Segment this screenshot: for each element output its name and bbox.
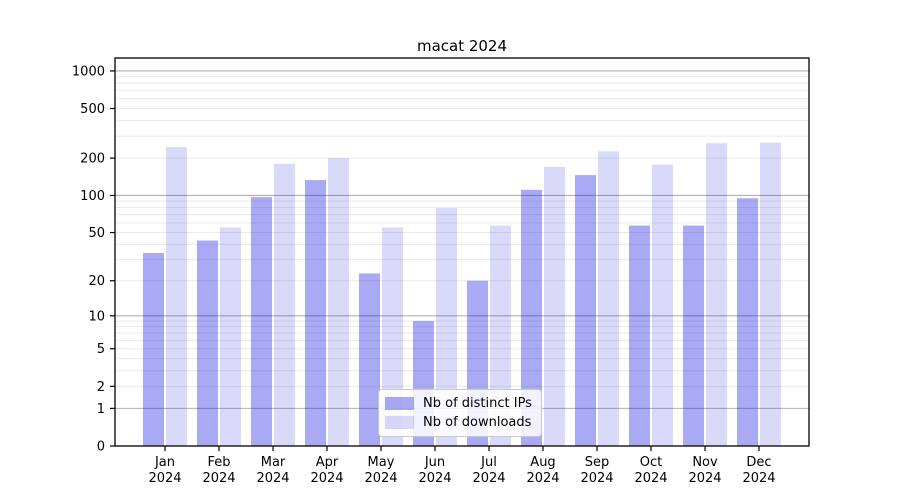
legend-swatch-downloads [385, 416, 414, 429]
y-tick-label: 500 [80, 102, 105, 117]
y-tick-label: 50 [88, 226, 105, 241]
bar-distinct-ips-jan-2024 [143, 252, 164, 446]
x-tick-label-year: 2024 [364, 471, 397, 486]
x-tick-label-month: Nov [692, 455, 718, 470]
legend-label-distinct-ips: Nb of distinct IPs [423, 396, 532, 411]
x-tick-label-month: Mar [261, 455, 286, 470]
x-tick-label-month: Dec [746, 455, 771, 470]
x-tick-label-month: Jul [480, 455, 497, 470]
x-tick-label-month: Oct [640, 455, 662, 470]
x-tick-label-year: 2024 [580, 471, 613, 486]
bar-downloads-apr-2024 [328, 158, 349, 446]
bar-downloads-dec-2024 [760, 142, 781, 446]
legend: Nb of distinct IPs Nb of downloads [378, 389, 542, 437]
bar-downloads-aug-2024 [544, 166, 565, 446]
bar-distinct-ips-dec-2024 [737, 198, 758, 446]
y-tick-label: 1 [97, 402, 105, 417]
x-tick-label-month: Feb [207, 455, 230, 470]
bar-distinct-ips-apr-2024 [305, 180, 326, 447]
y-tick-label: 1000 [72, 64, 105, 79]
legend-item-distinct-ips: Nb of distinct IPs [385, 396, 533, 411]
legend-label-downloads: Nb of downloads [423, 415, 532, 430]
axes-border [114, 57, 810, 447]
x-tick-label-year: 2024 [148, 471, 181, 486]
legend-swatch-distinct-ips [385, 397, 414, 410]
chart-title: macat 2024 [416, 37, 508, 55]
y-tick-label: 20 [88, 274, 105, 289]
bar-downloads-sep-2024 [598, 151, 619, 446]
y-tick-label: 10 [88, 309, 105, 324]
x-tick-label-month: Apr [316, 455, 339, 470]
bar-downloads-feb-2024 [220, 227, 241, 446]
x-tick-label-year: 2024 [526, 471, 559, 486]
x-tick-label-month: May [368, 455, 395, 470]
x-tick-label-month: Sep [585, 455, 610, 470]
x-tick-label-month: Jan [154, 455, 175, 470]
y-tick-label: 200 [80, 152, 105, 167]
bar-distinct-ips-sep-2024 [575, 175, 596, 446]
x-tick-label-year: 2024 [418, 471, 451, 486]
bar-distinct-ips-feb-2024 [197, 240, 218, 446]
x-tick-label-year: 2024 [634, 471, 667, 486]
bar-distinct-ips-aug-2024 [521, 189, 542, 446]
bar-downloads-jan-2024 [166, 147, 187, 446]
x-tick-label-year: 2024 [256, 471, 289, 486]
x-tick-label-month: Jun [424, 455, 445, 470]
bar-distinct-ips-nov-2024 [683, 225, 704, 446]
x-tick-label-year: 2024 [472, 471, 505, 486]
bar-downloads-nov-2024 [706, 143, 727, 447]
x-tick-label-year: 2024 [742, 471, 775, 486]
bar-downloads-mar-2024 [274, 163, 295, 447]
legend-item-downloads: Nb of downloads [385, 415, 533, 430]
x-tick-label-month: Aug [530, 455, 555, 470]
y-tick-label: 5 [97, 342, 105, 357]
x-tick-label-year: 2024 [688, 471, 721, 486]
bar-downloads-oct-2024 [652, 164, 673, 446]
y-tick-label: 0 [97, 440, 105, 455]
x-tick-label-year: 2024 [202, 471, 235, 486]
x-tick-label-year: 2024 [310, 471, 343, 486]
y-tick-label: 2 [97, 380, 105, 395]
bar-downloads-jun-2024 [436, 208, 457, 446]
bar-distinct-ips-mar-2024 [251, 197, 272, 446]
bar-distinct-ips-may-2024 [359, 273, 380, 446]
y-tick-label: 100 [80, 189, 105, 204]
bar-distinct-ips-oct-2024 [629, 225, 650, 446]
